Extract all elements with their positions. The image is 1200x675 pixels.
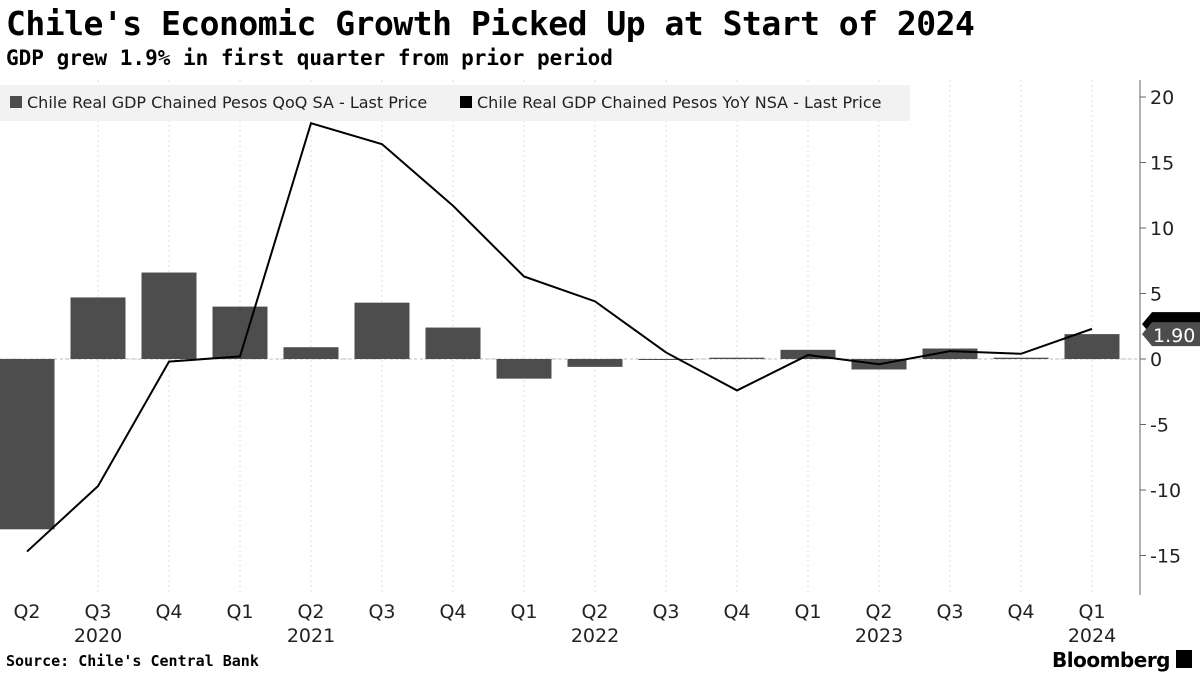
x-tick-label: Q3: [84, 601, 111, 623]
bar: [922, 348, 978, 359]
bar: [1064, 334, 1120, 359]
bar: [283, 347, 339, 359]
x-year-label: 2022: [571, 625, 619, 647]
x-tick-label: Q2: [581, 601, 608, 623]
y-tick-label: 5: [1150, 284, 1162, 306]
source-note: Source: Chile's Central Bank: [6, 652, 259, 670]
bar: [425, 327, 481, 359]
bar: [567, 359, 623, 367]
legend-swatch-bar: [10, 96, 22, 108]
y-tick-label: -10: [1150, 480, 1181, 502]
bar: [141, 272, 197, 359]
bloomberg-icon: [1176, 650, 1192, 668]
bar: [496, 359, 552, 379]
x-tick-label: Q4: [1007, 601, 1034, 623]
x-tick-label: Q2: [297, 601, 324, 623]
y-tick-label: 15: [1150, 153, 1174, 175]
y-tick-label: 20: [1150, 87, 1174, 109]
bar: [70, 297, 126, 359]
chart-title: Chile's Economic Growth Picked Up at Sta…: [6, 4, 975, 43]
bar: [0, 359, 55, 530]
x-tick-label: Q1: [794, 601, 821, 623]
bar: [354, 302, 410, 359]
bar: [993, 357, 1049, 359]
x-year-label: 2021: [287, 625, 335, 647]
x-year-label: 2023: [855, 625, 903, 647]
last-value-marker: [1142, 322, 1200, 347]
bar: [212, 306, 268, 359]
bar: [709, 357, 765, 359]
chart-subtitle: GDP grew 1.9% in first quarter from prio…: [6, 46, 613, 70]
bar: [638, 359, 694, 360]
legend-label-qoq: Chile Real GDP Chained Pesos QoQ SA - La…: [27, 93, 427, 112]
x-tick-label: Q2: [865, 601, 892, 623]
y-tick-label: -15: [1150, 546, 1181, 568]
x-tick-label: Q3: [936, 601, 963, 623]
legend-background: [0, 85, 910, 121]
x-year-label: 2024: [1068, 625, 1116, 647]
x-year-label: 2020: [74, 625, 122, 647]
x-tick-label: Q3: [652, 601, 679, 623]
x-tick-label: Q4: [439, 601, 466, 623]
x-tick-label: Q4: [155, 601, 182, 623]
legend-swatch-line: [460, 96, 472, 108]
x-tick-label: Q2: [13, 601, 40, 623]
last-value-label: 1.90: [1153, 325, 1195, 347]
y-tick-label: -5: [1150, 415, 1169, 437]
y-tick-label: 10: [1150, 218, 1174, 240]
brand-logo: Bloomberg: [1052, 648, 1170, 672]
x-tick-label: Q1: [226, 601, 253, 623]
x-tick-label: Q3: [368, 601, 395, 623]
x-tick-label: Q4: [723, 601, 750, 623]
yoy-line: [26, 121, 1093, 553]
x-tick-label: Q1: [1078, 601, 1105, 623]
legend-label-yoy: Chile Real GDP Chained Pesos YoY NSA - L…: [477, 93, 881, 112]
y-tick-label: 0: [1150, 349, 1162, 371]
x-tick-label: Q1: [510, 601, 537, 623]
